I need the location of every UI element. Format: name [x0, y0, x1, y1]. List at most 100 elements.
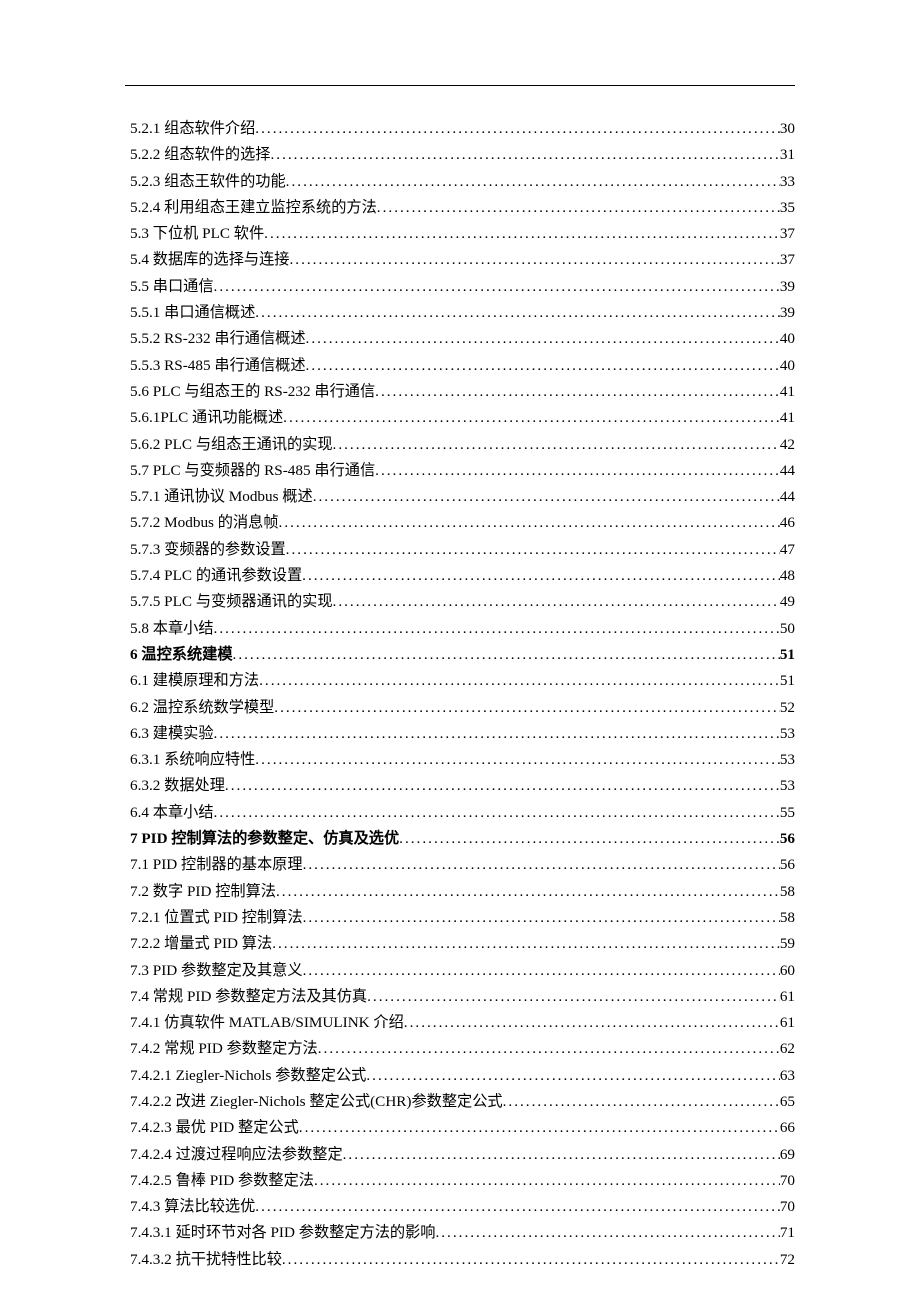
toc-entry: 7.4.3 算法比较选优 70: [130, 1194, 795, 1220]
toc-leader-dots: [366, 1063, 779, 1089]
toc-entry-label: 5.2.1 组态软件介绍: [130, 116, 255, 142]
toc-entry-label: 7.2.2 增量式 PID 算法: [130, 931, 272, 957]
toc-entry-page: 40: [780, 326, 795, 352]
toc-entry: 5.7.2 Modbus 的消息帧 46: [130, 510, 795, 536]
toc-entry: 7.1 PID 控制器的基本原理 56: [130, 852, 795, 878]
toc-entry-page: 72: [780, 1247, 795, 1273]
toc-entry-page: 56: [780, 826, 795, 852]
toc-entry-label: 5.7.5 PLC 与变频器通讯的实现: [130, 589, 333, 615]
toc-leader-dots: [272, 931, 780, 957]
toc-entry-label: 7.4.2.1 Ziegler-Nichols 参数整定公式: [130, 1063, 366, 1089]
toc-entry-label: 6.2 温控系统数学模型: [130, 695, 274, 721]
toc-entry-page: 66: [780, 1115, 795, 1141]
toc-entry: 5.2.1 组态软件介绍 30: [130, 116, 795, 142]
toc-entry: 7.4.3.1 延时环节对各 PID 参数整定方法的影响 71: [130, 1220, 795, 1246]
toc-entry-page: 41: [780, 405, 795, 431]
toc-entry-label: 5.3 下位机 PLC 软件: [130, 221, 264, 247]
toc-entry: 5.7.5 PLC 与变频器通讯的实现 49: [130, 589, 795, 615]
toc-entry-label: 7.4.3 算法比较选优: [130, 1194, 255, 1220]
toc-entry-page: 50: [780, 616, 795, 642]
toc-entry-label: 5.7.2 Modbus 的消息帧: [130, 510, 279, 536]
toc-entry-label: 7.4.2.5 鲁棒 PID 参数整定法: [130, 1168, 314, 1194]
toc-entry-page: 39: [780, 300, 795, 326]
toc-entry-page: 46: [780, 510, 795, 536]
toc-entry-label: 5.2.4 利用组态王建立监控系统的方法: [130, 195, 377, 221]
toc-entry-label: 5.6 PLC 与组态王的 RS-232 串行通信: [130, 379, 375, 405]
toc-entry-page: 37: [780, 247, 795, 273]
toc-entry-page: 52: [780, 695, 795, 721]
toc-entry: 7.4.3.2 抗干扰特性比较 72: [130, 1247, 795, 1273]
toc-leader-dots: [233, 642, 780, 668]
toc-entry: 6.3.2 数据处理 53: [130, 773, 795, 799]
toc-entry-label: 7.4.1 仿真软件 MATLAB/SIMULINK 介绍: [130, 1010, 404, 1036]
toc-entry-page: 59: [780, 931, 795, 957]
toc-entry: 6 温控系统建模 51: [130, 642, 795, 668]
toc-entry-page: 40: [780, 353, 795, 379]
toc-entry-page: 60: [780, 958, 795, 984]
toc-entry: 5.2.3 组态王软件的功能 33: [130, 169, 795, 195]
toc-leader-dots: [333, 432, 780, 458]
toc-entry: 5.5.3 RS-485 串行通信概述 40: [130, 353, 795, 379]
toc-leader-dots: [306, 326, 780, 352]
toc-entry-label: 7 PID 控制算法的参数整定、仿真及选优: [130, 826, 399, 852]
toc-leader-dots: [255, 747, 780, 773]
toc-leader-dots: [289, 247, 779, 273]
toc-entry: 5.4 数据库的选择与连接 37: [130, 247, 795, 273]
toc-entry-label: 6.3.2 数据处理: [130, 773, 225, 799]
toc-entry-label: 5.2.3 组态王软件的功能: [130, 169, 286, 195]
toc-leader-dots: [214, 800, 780, 826]
toc-entry-label: 7.2.1 位置式 PID 控制算法: [130, 905, 303, 931]
toc-entry-label: 7.4.2.2 改进 Ziegler-Nichols 整定公式(CHR)参数整定…: [130, 1089, 503, 1115]
toc-entry-label: 7.4.2.3 最优 PID 整定公式: [130, 1115, 299, 1141]
toc-entry-label: 5.5.1 串口通信概述: [130, 300, 255, 326]
toc-entry-label: 6.1 建模原理和方法: [130, 668, 259, 694]
toc-leader-dots: [283, 405, 780, 431]
toc-entry-page: 44: [780, 458, 795, 484]
toc-entry-page: 53: [780, 721, 795, 747]
toc-leader-dots: [282, 1247, 780, 1273]
toc-entry: 7.4.2.2 改进 Ziegler-Nichols 整定公式(CHR)参数整定…: [130, 1089, 795, 1115]
toc-entry: 7.4 常规 PID 参数整定方法及其仿真 61: [130, 984, 795, 1010]
toc-leader-dots: [279, 510, 780, 536]
table-of-contents: 5.2.1 组态软件介绍 305.2.2 组态软件的选择 315.2.3 组态王…: [130, 116, 795, 1273]
toc-entry-label: 5.4 数据库的选择与连接: [130, 247, 289, 273]
toc-entry-page: 53: [780, 773, 795, 799]
toc-entry: 7.4.2.4 过渡过程响应法参数整定 69: [130, 1142, 795, 1168]
toc-entry-page: 49: [780, 589, 795, 615]
toc-entry-label: 5.5.3 RS-485 串行通信概述: [130, 353, 306, 379]
toc-entry: 7.2.1 位置式 PID 控制算法 58: [130, 905, 795, 931]
toc-entry: 5.3 下位机 PLC 软件 37: [130, 221, 795, 247]
toc-leader-dots: [276, 879, 780, 905]
toc-entry: 5.2.4 利用组态王建立监控系统的方法 35: [130, 195, 795, 221]
toc-entry-page: 58: [780, 905, 795, 931]
toc-entry-label: 5.5 串口通信: [130, 274, 214, 300]
toc-leader-dots: [367, 984, 780, 1010]
toc-leader-dots: [274, 695, 780, 721]
toc-leader-dots: [306, 353, 780, 379]
toc-entry-label: 7.4 常规 PID 参数整定方法及其仿真: [130, 984, 367, 1010]
toc-entry-label: 5.8 本章小结: [130, 616, 214, 642]
toc-leader-dots: [399, 826, 780, 852]
toc-entry-label: 5.6.2 PLC 与组态王通讯的实现: [130, 432, 333, 458]
toc-entry-label: 7.4.3.2 抗干扰特性比较: [130, 1247, 282, 1273]
toc-leader-dots: [343, 1142, 780, 1168]
toc-entry-label: 7.4.2 常规 PID 参数整定方法: [130, 1036, 318, 1062]
toc-entry-label: 5.7.3 变频器的参数设置: [130, 537, 286, 563]
toc-leader-dots: [255, 300, 780, 326]
toc-leader-dots: [286, 537, 780, 563]
toc-entry-label: 5.5.2 RS-232 串行通信概述: [130, 326, 306, 352]
toc-leader-dots: [302, 563, 780, 589]
toc-entry: 5.5.2 RS-232 串行通信概述 40: [130, 326, 795, 352]
toc-entry: 5.7.4 PLC 的通讯参数设置 48: [130, 563, 795, 589]
toc-leader-dots: [286, 169, 780, 195]
toc-leader-dots: [303, 852, 780, 878]
toc-leader-dots: [313, 484, 780, 510]
toc-leader-dots: [404, 1010, 780, 1036]
toc-entry-label: 7.3 PID 参数整定及其意义: [130, 958, 303, 984]
toc-leader-dots: [314, 1168, 780, 1194]
toc-leader-dots: [214, 274, 780, 300]
toc-leader-dots: [435, 1220, 779, 1246]
toc-leader-dots: [225, 773, 780, 799]
toc-entry: 5.5 串口通信 39: [130, 274, 795, 300]
toc-entry-label: 5.7 PLC 与变频器的 RS-485 串行通信: [130, 458, 375, 484]
